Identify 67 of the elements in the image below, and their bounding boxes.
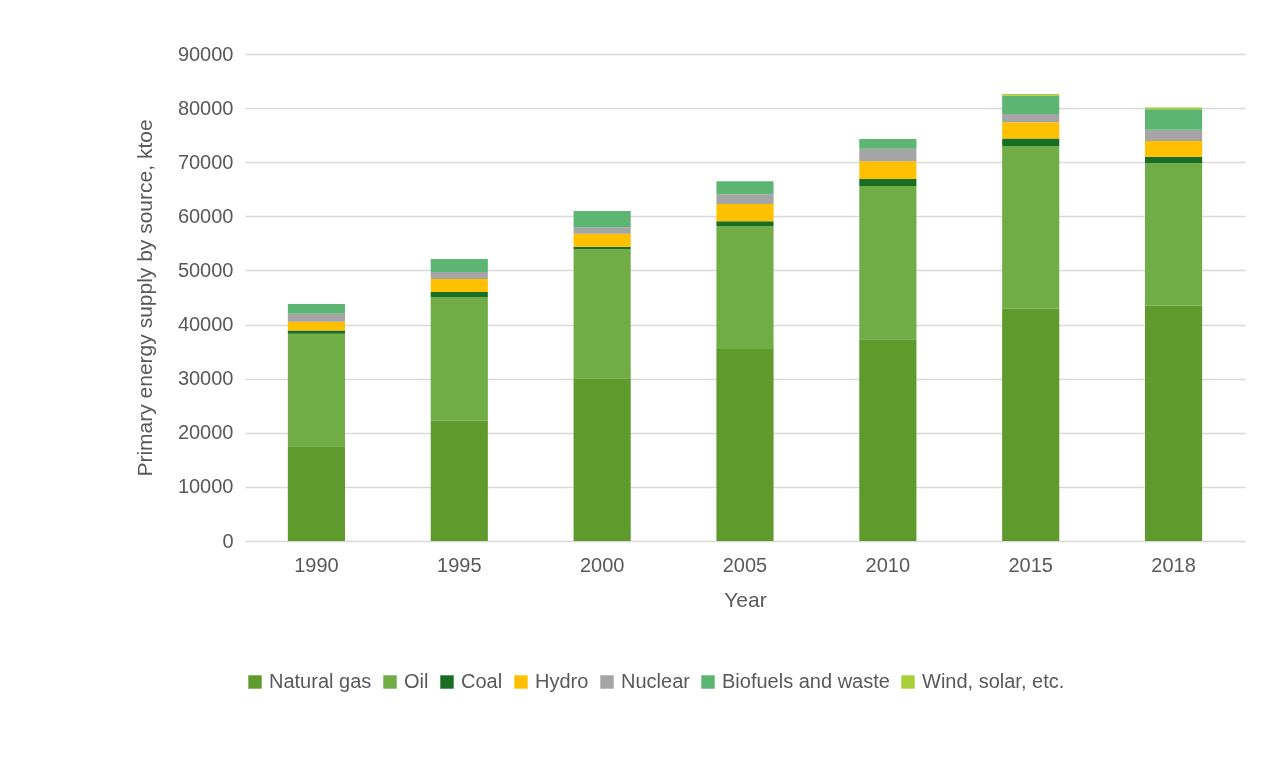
bar: [859, 179, 917, 187]
bar: [1002, 114, 1060, 123]
bar: [859, 138, 917, 149]
legend-label: Hydro: [535, 670, 589, 692]
bar: [859, 186, 917, 340]
bar: [287, 321, 345, 331]
bar: [287, 330, 345, 334]
x-tick-label: 2005: [722, 553, 768, 576]
bar: [859, 161, 917, 179]
bar: [287, 313, 345, 322]
legend-label: Nuclear: [621, 670, 691, 692]
x-tick-label: 1990: [294, 553, 339, 576]
bar: [1002, 122, 1060, 139]
bar: [1145, 109, 1203, 130]
y-tick-label: 10000: [177, 475, 234, 498]
bar: [716, 203, 774, 222]
bar: [573, 227, 631, 234]
bar: [1145, 129, 1203, 142]
legend-label: Natural gas: [269, 670, 372, 692]
legend-label: Oil: [404, 670, 429, 692]
bar: [573, 378, 631, 541]
bar: [430, 279, 488, 293]
y-tick-label: 20000: [177, 421, 234, 444]
bar: [573, 249, 631, 379]
bar: [287, 303, 345, 314]
bar: [1002, 308, 1060, 541]
y-tick-label: 50000: [177, 258, 234, 281]
y-tick-label: 30000: [177, 367, 234, 390]
x-tick-label: 2010: [865, 553, 911, 576]
bar: [573, 233, 631, 247]
bar: [716, 221, 774, 227]
bar: [1002, 145, 1060, 309]
y-tick-label: 80000: [177, 96, 234, 119]
bar: [716, 226, 774, 349]
x-tick-label: 2018: [1151, 553, 1196, 576]
bar: [287, 446, 345, 541]
y-tick-label: 60000: [177, 204, 234, 227]
bar: [716, 181, 774, 195]
bar: [1145, 141, 1203, 157]
bar: [430, 259, 488, 273]
y-axis-title: Primary energy supply by source, ktoe: [132, 119, 156, 477]
y-tick-label: 70000: [177, 150, 234, 173]
bar: [1145, 305, 1203, 541]
x-tick-label: 2000: [579, 553, 625, 576]
x-tick-label: 1995: [437, 553, 482, 576]
bar: [1145, 163, 1203, 306]
bar: [430, 272, 488, 280]
bar: [287, 333, 345, 447]
x-axis-title: Year: [724, 587, 767, 611]
legend-label: Biofuels and waste: [722, 670, 890, 692]
bar: [1002, 95, 1060, 115]
legend-label: Wind, solar, etc.: [922, 670, 1065, 692]
bar: [430, 296, 488, 421]
y-tick-label: 90000: [177, 42, 234, 65]
bar: [859, 148, 917, 162]
x-tick-label: 2015: [1008, 553, 1053, 576]
bar: [430, 292, 488, 297]
y-tick-label: 40000: [177, 313, 234, 336]
bar: [859, 339, 917, 541]
bar: [716, 348, 774, 541]
bar: [716, 194, 774, 204]
legend-label: Coal: [461, 670, 503, 692]
bar: [430, 420, 488, 541]
y-tick-label: 0: [222, 529, 234, 552]
bar: [1145, 156, 1203, 164]
bar: [1002, 138, 1060, 146]
bar: [573, 210, 631, 228]
